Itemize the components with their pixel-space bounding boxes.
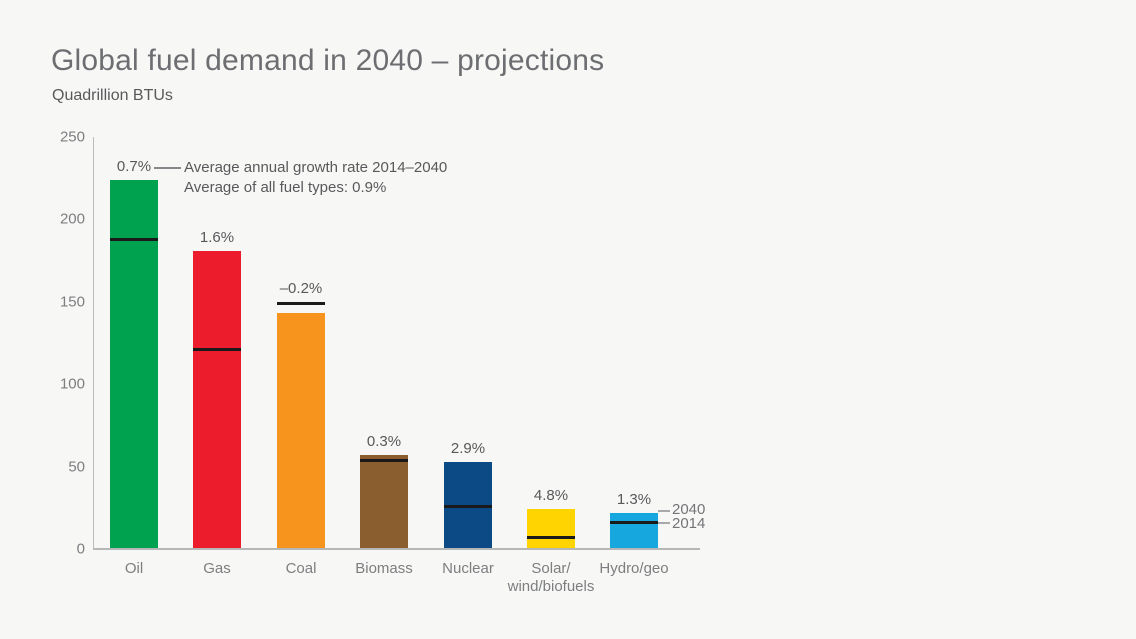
growth-rate-label: 2.9%: [450, 439, 486, 457]
category-label: Biomass: [355, 560, 413, 577]
bar-solar: [527, 509, 575, 548]
category-label: Coal: [285, 560, 317, 577]
bar-2014-marker: [277, 301, 325, 305]
legend-connector-2040: [658, 510, 670, 512]
category-label: Solar/ wind/biofuels: [507, 560, 595, 595]
y-tick-label: 0: [76, 540, 85, 558]
legend-label-2014: 2014: [672, 515, 706, 532]
y-tick-label: 200: [59, 210, 85, 228]
y-tick-label: 250: [59, 128, 85, 146]
bar-2014-marker: [527, 535, 575, 539]
annotation-line1: Average annual growth rate 2014–2040: [184, 159, 448, 176]
page-title: Global fuel demand in 2040 – projections: [51, 44, 605, 77]
y-axis-line: [93, 137, 94, 549]
legend-connector-2014: [658, 522, 670, 524]
growth-rate-label: 1.6%: [199, 228, 235, 246]
bar-coal: [277, 313, 325, 548]
bar-2014-marker: [444, 504, 492, 508]
bar-2014-marker: [110, 237, 158, 241]
growth-rate-label: –0.2%: [279, 279, 323, 297]
category-label: Oil: [124, 560, 144, 577]
chart-units-subtitle: Quadrillion BTUs: [52, 87, 173, 104]
growth-rate-label: 0.7%: [116, 157, 152, 175]
annotation-connector-line: [154, 167, 181, 169]
category-label: Gas: [203, 560, 231, 577]
annotation-line2: Average of all fuel types: 0.9%: [184, 179, 387, 196]
category-label: Hydro/geo: [599, 560, 669, 577]
bar-hydro: [610, 512, 658, 548]
bar-2014-marker: [193, 348, 241, 352]
y-tick-label: 50: [68, 458, 85, 476]
x-axis-line: [93, 548, 700, 550]
y-tick-label: 150: [59, 293, 85, 311]
growth-rate-label: 4.8%: [533, 487, 569, 505]
category-label: Nuclear: [442, 560, 494, 577]
bar-oil: [110, 179, 158, 548]
growth-rate-label: 1.3%: [616, 490, 652, 508]
legend-label-2040: 2040: [672, 501, 706, 518]
bar-gas: [193, 250, 241, 548]
bar-2014-marker: [610, 521, 658, 525]
bar-2014-marker: [360, 458, 408, 462]
bar-biomass: [360, 455, 408, 548]
growth-rate-label: 0.3%: [366, 433, 402, 451]
y-tick-label: 100: [59, 375, 85, 393]
